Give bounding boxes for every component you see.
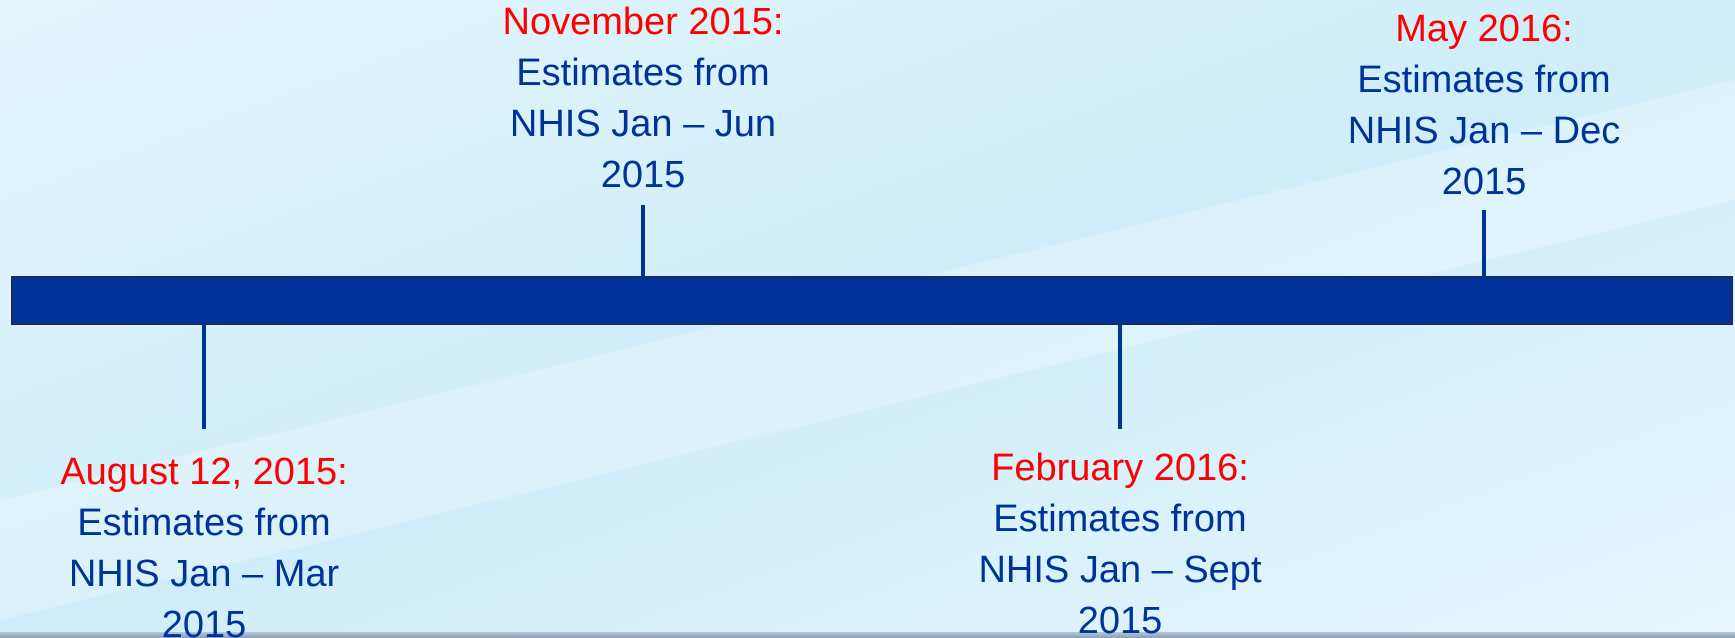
event-description: NHIS Jan – Mar bbox=[69, 553, 340, 595]
event-description: Estimates from bbox=[77, 502, 330, 544]
event-description: 2015 bbox=[162, 604, 247, 638]
event-date: November 2015: bbox=[503, 1, 784, 43]
event-description: 2015 bbox=[601, 154, 686, 196]
event-description: Estimates from bbox=[516, 52, 769, 94]
timeline-bar bbox=[11, 276, 1733, 325]
background-sheen bbox=[0, 80, 1735, 620]
event-description: Estimates from bbox=[993, 498, 1246, 540]
event-description: Estimates from bbox=[1357, 59, 1610, 101]
event-description: 2015 bbox=[1078, 600, 1163, 638]
event-date: May 2016: bbox=[1395, 8, 1572, 50]
event-description: NHIS Jan – Jun bbox=[510, 103, 776, 145]
footer-stripe bbox=[0, 632, 1735, 638]
event-date: August 12, 2015: bbox=[60, 451, 347, 493]
event-description: NHIS Jan – Dec bbox=[1348, 110, 1620, 152]
event-date: February 2016: bbox=[991, 447, 1249, 489]
event-description: NHIS Jan – Sept bbox=[978, 549, 1261, 591]
event-description: 2015 bbox=[1442, 161, 1527, 203]
